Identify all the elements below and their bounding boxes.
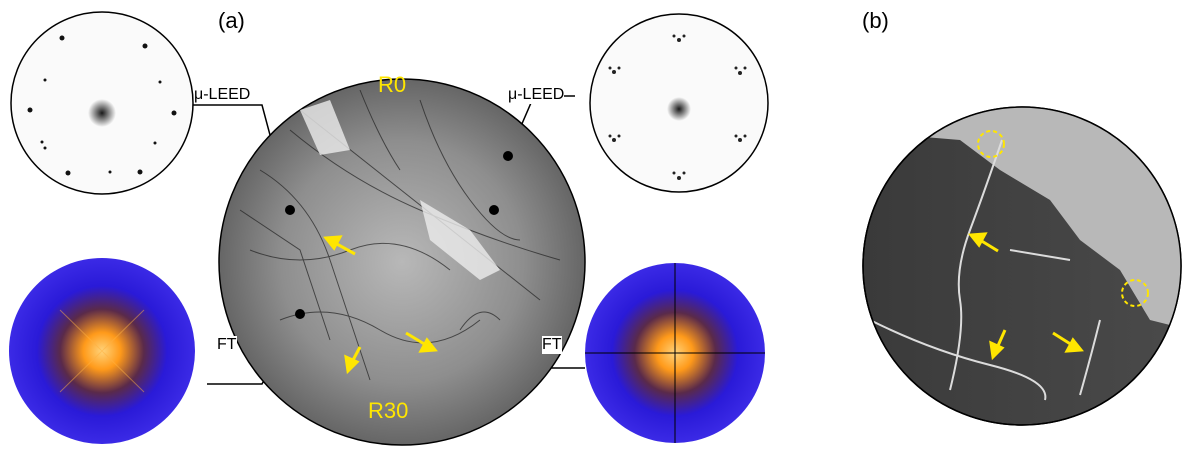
callout-leed-right: μ-LEED [508,86,565,104]
leed-pattern-right [589,13,769,193]
arrow-icon [323,235,356,256]
ft-pattern-right [585,263,765,443]
callout-ft-right: FT [542,336,562,354]
region-label-r30: R30 [368,398,408,423]
marker-dot-icon [295,309,305,319]
panel-label-a: (a) [218,8,245,33]
leed-pattern-left [10,11,194,195]
marker-dot-icon [489,205,499,215]
dashed-circle-icon [1121,279,1149,307]
dashed-circle-icon [977,130,1005,158]
arrow-icon [968,232,999,253]
arrow-icon [989,329,1007,361]
marker-dot-icon [285,205,295,215]
arrow-icon [1052,331,1084,353]
marker-dot-icon [503,151,513,161]
callout-leed-left: μ-LEED [194,86,251,104]
ft-pattern-left [9,258,195,444]
callout-ft-left: FT [217,336,237,354]
region-label-r0: R0 [378,72,406,97]
leem-image [218,78,586,446]
arrow-icon [405,331,438,353]
leem-image-b [862,106,1182,426]
panel-label-b: (b) [862,8,889,33]
arrow-icon [344,346,362,375]
